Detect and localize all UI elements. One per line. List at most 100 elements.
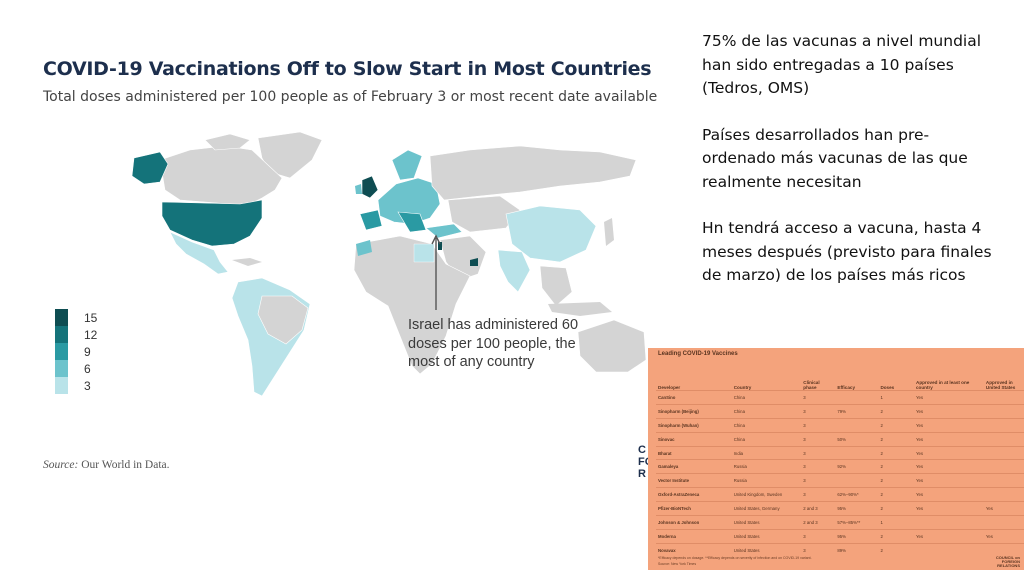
- alaska: [131, 151, 169, 185]
- map-subtitle: Total doses administered per 100 people …: [43, 89, 658, 105]
- table-cell: 1: [878, 515, 914, 530]
- canada-islands: [204, 133, 251, 151]
- scandinavia: [391, 149, 423, 181]
- table-cell: 1: [878, 390, 914, 405]
- table-cell: Yes: [914, 403, 984, 419]
- japan: [604, 218, 614, 246]
- col-header: Approved in at least one country: [916, 380, 970, 390]
- table-row: Bharat India 3 2 Yes: [656, 445, 1024, 460]
- table-cell: 2: [878, 403, 914, 419]
- table-source: Source: New York Times: [658, 562, 697, 566]
- col-header: Doses: [880, 385, 895, 390]
- vaccine-table-title: Leading COVID-19 Vaccines: [658, 351, 738, 357]
- table-row: Moderna United States 3 95% 2 Yes Yes: [656, 528, 1024, 544]
- table-cell: Russia: [731, 459, 802, 474]
- table-cell: 3: [801, 459, 836, 474]
- source-note: Source: Our World in Data.: [43, 459, 170, 471]
- table-cell: [983, 431, 1024, 447]
- egypt: [413, 243, 435, 263]
- table-row: Johnson & Johnson United States 2 and 3 57%…: [656, 515, 1024, 530]
- table-cell: 92%: [835, 459, 879, 474]
- note-paragraph: 75% de las vacunas a nivel mundial han s…: [702, 32, 982, 97]
- table-cell: 2: [878, 473, 914, 488]
- table-footnote: *Efficacy depends on dosage. **Efficacy …: [658, 556, 812, 560]
- table-cell: Yes: [914, 445, 984, 460]
- table-cell: 2: [878, 501, 914, 516]
- table-cell: Yes: [914, 501, 984, 516]
- table-cell: [835, 417, 879, 433]
- table-row: Gamaleya Russia 3 92% 2 Yes: [656, 459, 1024, 474]
- table-cell: 3: [801, 473, 836, 488]
- table-cell: [914, 515, 984, 530]
- legend-swatch: [55, 343, 68, 360]
- table-cell: Yes: [983, 501, 1024, 516]
- table-row: Sinopharm (Wuhan) China 3 2 Yes: [656, 417, 1024, 433]
- iberia: [359, 209, 383, 231]
- israel-annotation: Israel has administered 60 doses per 100…: [408, 317, 579, 370]
- legend-label: 6: [84, 361, 91, 376]
- table-cell: China: [731, 431, 802, 447]
- table-cell: Yes: [914, 528, 984, 544]
- vaccine-table-body: CanSino China 3 1 Yes Sinopharm (Beijing) Chin…: [656, 390, 1024, 557]
- table-cell: United Kingdom, Sweden: [731, 487, 802, 502]
- table-cell: Russia: [731, 473, 802, 488]
- morocco: [356, 240, 372, 256]
- table-cell: 50%: [835, 431, 879, 447]
- table-cell: [835, 445, 879, 460]
- table-cell: 62%–90%*: [835, 487, 879, 502]
- col-header: Efficacy: [837, 385, 855, 390]
- table-cell: Vector Institute: [656, 473, 732, 488]
- table-cell: 3: [801, 528, 836, 544]
- australia: [577, 319, 647, 373]
- southeast-asia: [539, 265, 573, 307]
- table-cell: China: [731, 390, 802, 405]
- china: [505, 205, 597, 263]
- table-cell: [983, 390, 1024, 405]
- table-cell: CanSino: [656, 390, 732, 405]
- table-cell: Sinopharm (Beijing): [656, 403, 732, 419]
- israel: [438, 242, 442, 250]
- table-cell: United States: [731, 528, 802, 544]
- legend-swatch: [55, 360, 68, 377]
- table-cell: Sinovac: [656, 431, 732, 447]
- brazil: [257, 295, 309, 345]
- table-row: Sinovac China 3 50% 2 Yes: [656, 431, 1024, 447]
- table-cell: [835, 390, 879, 405]
- table-cell: [983, 403, 1024, 419]
- table-cell: Yes: [914, 417, 984, 433]
- col-header: Approved in United States: [985, 380, 1016, 390]
- table-cell: 3: [801, 431, 836, 447]
- cfr-logo: COUNCIL on FOREIGN RELATIONS: [995, 555, 1020, 568]
- table-cell: China: [731, 403, 802, 419]
- table-cell: 95%: [835, 528, 879, 544]
- table-cell: 2: [878, 487, 914, 502]
- uae: [470, 258, 478, 266]
- table-cell: [983, 515, 1024, 530]
- table-cell: Gamaleya: [656, 459, 732, 474]
- table-cell: India: [731, 445, 802, 460]
- table-cell: 2: [878, 542, 914, 557]
- table-cell: 3: [801, 445, 836, 460]
- legend-row: 3: [55, 377, 115, 394]
- table-row: Sinopharm (Beijing) China 3 79% 2 Yes: [656, 403, 1024, 419]
- table-cell: 2: [878, 459, 914, 474]
- note-paragraph: Países desarrollados han pre-ordenado má…: [702, 125, 968, 191]
- table-cell: China: [731, 417, 802, 433]
- table-cell: United States, Germany: [731, 501, 802, 516]
- table-cell: Yes: [914, 459, 984, 474]
- col-header: Country: [733, 385, 752, 390]
- table-cell: 79%: [835, 403, 879, 419]
- table-row: Pfizer-BioNTech United States, Germany 2 a…: [656, 501, 1024, 516]
- table-cell: 2: [878, 431, 914, 447]
- table-cell: 95%: [835, 501, 879, 516]
- table-cell: [983, 445, 1024, 460]
- table-cell: 3: [801, 390, 836, 405]
- table-row: Vector Institute Russia 3 2 Yes: [656, 473, 1024, 488]
- table-cell: Yes: [914, 473, 984, 488]
- table-cell: 2 and 3: [801, 501, 836, 516]
- table-cell: 57%–85%**: [835, 515, 879, 530]
- table-cell: Moderna: [656, 528, 732, 544]
- legend-swatch: [55, 309, 68, 326]
- table-row: Novavax United States 3 89% 2: [656, 542, 1024, 557]
- legend-label: 9: [84, 344, 91, 359]
